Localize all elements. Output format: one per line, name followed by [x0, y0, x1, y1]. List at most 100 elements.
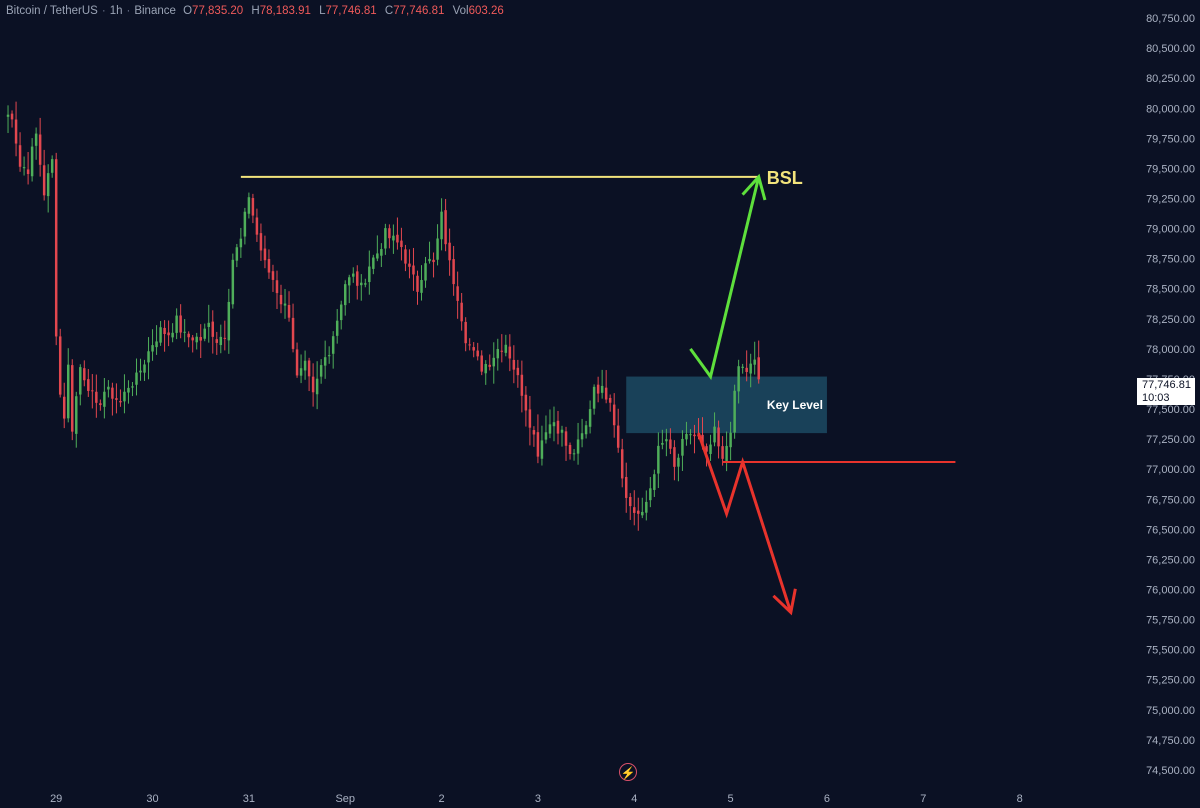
- candle-body: [717, 427, 720, 447]
- y-tick-label: 79,000.00: [1146, 224, 1195, 236]
- candle-body: [372, 257, 375, 269]
- y-tick-label: 79,250.00: [1146, 194, 1195, 206]
- candle-body: [400, 240, 403, 248]
- candle-body: [713, 426, 716, 443]
- current-price-tag: 77,746.81 10:03: [1137, 378, 1195, 405]
- candle-body: [283, 303, 287, 306]
- bsl-label: BSL: [767, 168, 803, 188]
- candle-body: [163, 327, 166, 335]
- y-tick-label: 79,500.00: [1146, 163, 1195, 175]
- candle-body: [376, 253, 379, 259]
- candle-body: [572, 453, 576, 455]
- candle-body: [480, 355, 483, 372]
- candle-body: [123, 391, 126, 402]
- candle-body: [649, 488, 652, 501]
- candle-body: [396, 234, 399, 243]
- candle-body: [187, 333, 190, 338]
- candle-body: [279, 294, 283, 305]
- candle-body: [524, 394, 528, 411]
- candle-body: [62, 396, 66, 419]
- candle-body: [633, 507, 636, 513]
- candle-body: [42, 165, 46, 196]
- candle-body: [488, 364, 491, 367]
- candle-body: [111, 387, 114, 399]
- y-tick-label: 79,750.00: [1146, 133, 1195, 145]
- candle-body: [219, 336, 223, 346]
- candle-body: [335, 320, 339, 336]
- x-tick-label: 31: [243, 793, 255, 805]
- x-tick-label: 5: [728, 793, 734, 805]
- y-tick-label: 80,750.00: [1146, 13, 1195, 25]
- candle-body: [135, 372, 138, 385]
- candle-body: [199, 337, 202, 341]
- candle-body: [263, 248, 267, 261]
- interval-label[interactable]: 1h: [109, 5, 123, 17]
- candle-body: [641, 511, 644, 516]
- candle-body: [620, 449, 624, 479]
- candle-body: [444, 210, 447, 245]
- close-label: C: [384, 5, 394, 17]
- candle-body: [592, 386, 596, 409]
- candle-body: [368, 266, 371, 283]
- y-tick-label: 76,500.00: [1146, 524, 1195, 536]
- candle-body: [412, 265, 415, 275]
- candle-body: [307, 360, 311, 377]
- candle-body: [496, 349, 500, 359]
- candle-body: [227, 301, 231, 341]
- close-value: 77,746.81: [393, 5, 445, 17]
- y-tick-label: 78,750.00: [1146, 254, 1195, 266]
- candle-body: [95, 391, 98, 403]
- candle-body: [528, 409, 532, 428]
- candle-body: [452, 259, 455, 285]
- candle-body: [380, 249, 383, 256]
- volume-label: Vol: [452, 5, 469, 17]
- y-tick-label: 80,250.00: [1146, 73, 1195, 85]
- candle-body: [327, 355, 331, 357]
- candle-body: [568, 444, 572, 455]
- candle-body: [203, 328, 206, 339]
- candle-body: [287, 305, 291, 318]
- y-tick-label: 75,000.00: [1146, 705, 1195, 717]
- candle-body: [251, 198, 255, 216]
- candle-body: [420, 279, 423, 293]
- candle-body: [588, 409, 592, 427]
- y-tick-label: 76,750.00: [1146, 494, 1195, 506]
- candle-body: [295, 349, 299, 376]
- candle-body: [440, 211, 443, 240]
- candle-body: [745, 367, 748, 372]
- candle-body: [624, 476, 628, 498]
- candle-body: [436, 238, 439, 260]
- candle-body: [54, 159, 58, 337]
- lightning-icon[interactable]: ⚡: [619, 763, 637, 781]
- candle-body: [275, 280, 279, 294]
- bearish-arrow-head: [772, 588, 797, 616]
- symbol-legend: Bitcoin / TetherUS · 1h · Binance O77,835.20…: [6, 5, 504, 17]
- candle-body: [476, 350, 479, 357]
- candle-body: [58, 336, 62, 395]
- candle-body: [749, 363, 752, 374]
- candle-body: [183, 331, 186, 333]
- symbol-name[interactable]: Bitcoin / TetherUS: [6, 5, 98, 17]
- candle-body: [239, 238, 243, 248]
- candle-body: [492, 357, 496, 367]
- candle-body: [721, 446, 724, 459]
- candle-body: [107, 386, 110, 390]
- candle-body: [259, 233, 263, 251]
- high-label: H: [251, 5, 260, 17]
- candle-body: [243, 211, 247, 237]
- candle-body: [14, 119, 18, 144]
- candle-body: [267, 259, 271, 273]
- candle-body: [271, 271, 275, 280]
- x-tick-label: 2: [439, 793, 445, 805]
- x-tick-label: 4: [631, 793, 637, 805]
- y-tick-label: 78,250.00: [1146, 314, 1195, 326]
- candle-body: [725, 445, 728, 462]
- candle-body: [303, 360, 307, 371]
- candle-body: [348, 277, 351, 286]
- candle-body: [319, 365, 323, 377]
- candle-body: [552, 422, 556, 427]
- candle-body: [18, 145, 22, 167]
- candle-body: [119, 400, 122, 403]
- candle-body: [612, 404, 616, 426]
